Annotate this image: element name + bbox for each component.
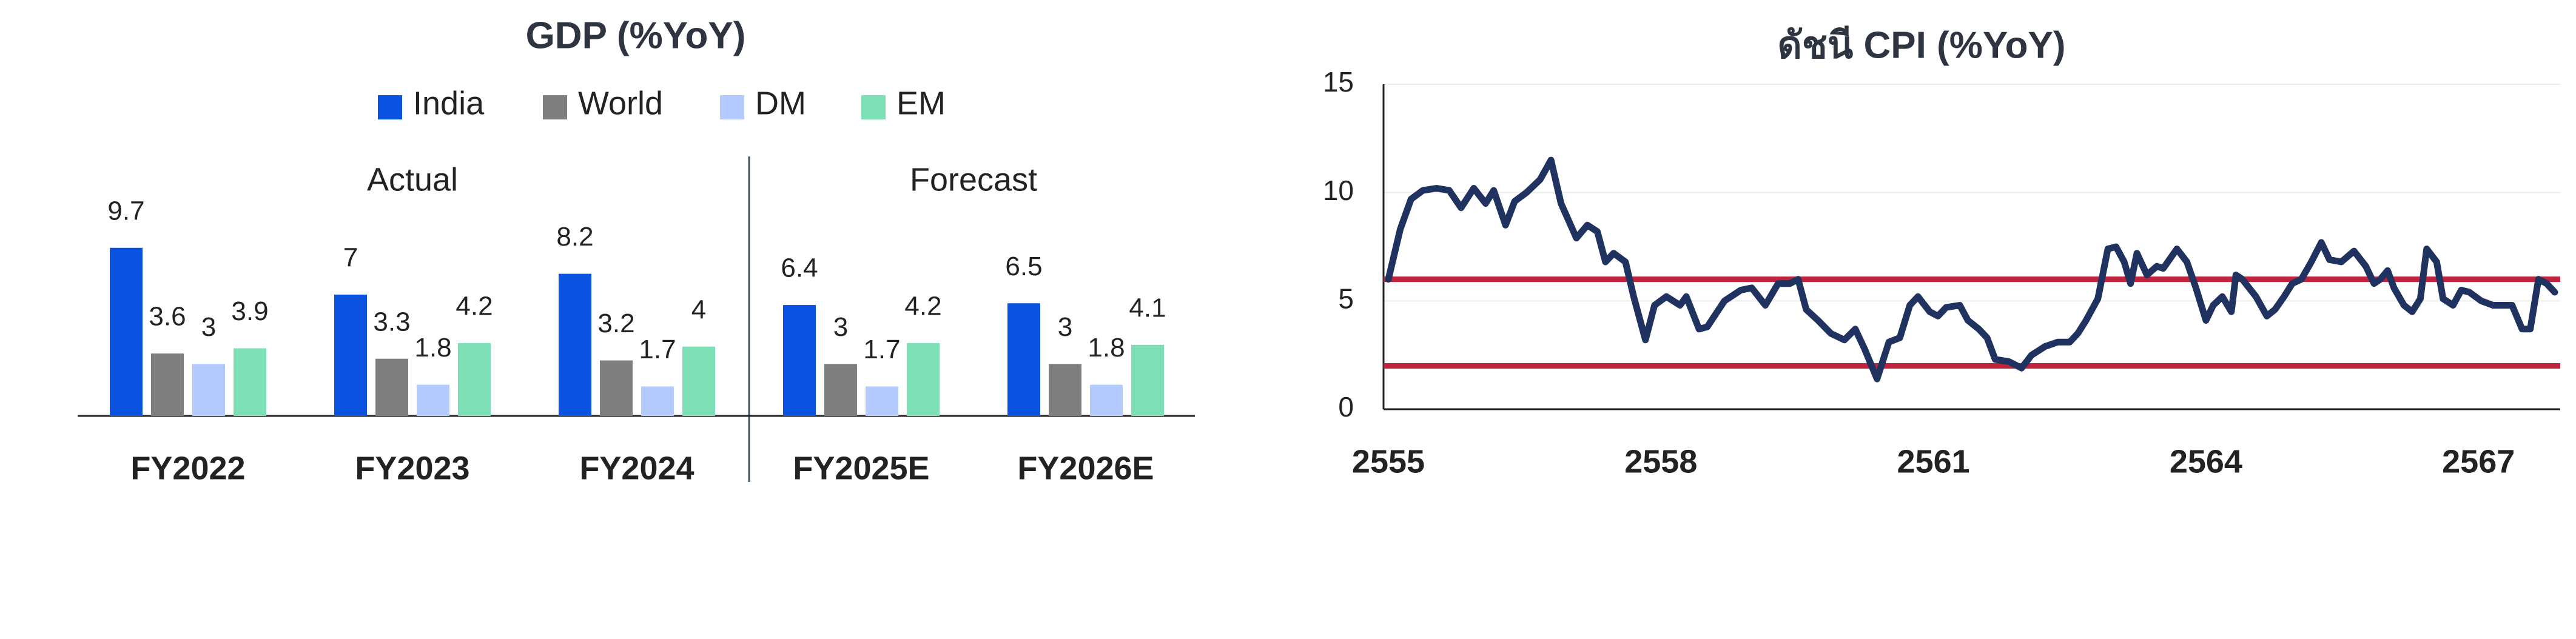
legend-swatch	[378, 95, 402, 119]
data-label: 4.2	[456, 292, 493, 321]
legend-label: India	[413, 85, 485, 121]
x-tick-label: 2567	[2442, 443, 2515, 480]
bar	[559, 273, 591, 416]
data-label: 9.7	[107, 196, 144, 226]
bar	[1007, 303, 1040, 416]
x-tick-label: 2564	[2170, 443, 2242, 480]
y-tick-label: 0	[1338, 391, 1354, 423]
bar	[375, 358, 408, 416]
x-tick-label: FY2026E	[1017, 450, 1154, 486]
section-label: Actual	[367, 161, 458, 198]
bar	[641, 386, 674, 416]
bar	[417, 384, 449, 416]
chart-title: GDP (%YoY)	[526, 15, 746, 56]
bar	[866, 386, 898, 416]
chart-title: ดัชนี CPI (%YoY)	[1778, 24, 2066, 66]
bar	[151, 353, 184, 416]
data-label: 4.2	[904, 292, 941, 321]
data-label: 1.7	[639, 335, 676, 364]
data-label: 3	[833, 312, 848, 342]
data-label: 3	[1058, 312, 1072, 342]
data-label: 3	[201, 312, 216, 342]
data-label: 1.7	[863, 335, 900, 364]
bar	[682, 346, 715, 416]
data-label: 1.8	[1088, 333, 1125, 363]
line-series	[1385, 156, 2558, 383]
x-tick-label: 2555	[1352, 443, 1425, 480]
bar	[783, 305, 816, 416]
legend-label: EM	[896, 85, 946, 121]
legend-label: World	[578, 85, 663, 121]
legend-label: DM	[755, 85, 806, 121]
x-tick-label: 2561	[1897, 443, 1970, 480]
bar	[192, 364, 225, 416]
bar	[1090, 384, 1123, 416]
bar	[234, 348, 266, 416]
y-tick-label: 15	[1323, 66, 1354, 98]
x-tick-label: FY2022	[130, 450, 245, 486]
data-label: 3.6	[149, 302, 186, 332]
bar	[1049, 364, 1081, 416]
x-tick-label: FY2023	[355, 450, 469, 486]
x-tick-label: 2558	[1624, 443, 1697, 480]
data-label: 4	[691, 295, 706, 324]
bar	[824, 364, 857, 416]
data-label: 1.8	[414, 333, 451, 363]
data-label: 3.3	[373, 307, 410, 336]
legend-swatch	[543, 95, 567, 119]
data-label: 6.4	[781, 253, 818, 283]
bar	[907, 343, 940, 416]
bar	[110, 247, 143, 416]
x-tick-label: FY2025E	[793, 450, 929, 486]
x-tick-label: FY2024	[579, 450, 694, 486]
bar	[1131, 344, 1164, 416]
data-label: 8.2	[556, 222, 593, 252]
bar	[458, 343, 491, 416]
data-label: 4.1	[1129, 293, 1166, 323]
bar	[334, 294, 367, 416]
legend-swatch	[861, 95, 886, 119]
data-label: 3.9	[231, 296, 268, 326]
bar	[600, 360, 633, 416]
y-tick-label: 10	[1323, 175, 1354, 206]
data-label: 7	[343, 243, 358, 273]
data-label: 3.2	[597, 309, 634, 338]
y-tick-label: 5	[1338, 283, 1354, 314]
data-label: 6.5	[1005, 252, 1042, 281]
section-label: Forecast	[910, 161, 1037, 198]
legend-swatch	[720, 95, 744, 119]
